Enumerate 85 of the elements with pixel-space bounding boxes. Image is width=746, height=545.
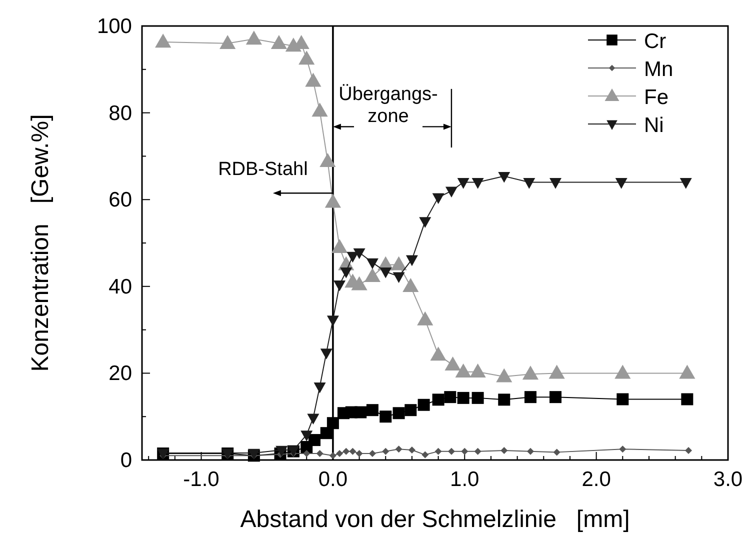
point: [404, 404, 417, 416]
y-tick-label: 60: [108, 188, 132, 212]
point: [276, 446, 288, 457]
point: [455, 364, 472, 378]
point: [312, 102, 328, 117]
point: [305, 72, 322, 87]
point: [616, 393, 629, 406]
point: [496, 368, 512, 382]
point: [366, 404, 378, 416]
point: [522, 366, 539, 380]
point: [390, 256, 407, 270]
legend-label: Cr: [644, 30, 666, 53]
x-tick-label: 0.0: [318, 468, 348, 491]
x-tick-label: 2.0: [582, 468, 611, 491]
point: [444, 391, 456, 404]
point: [418, 398, 430, 411]
point: [395, 446, 402, 453]
point: [553, 448, 560, 456]
point: [524, 391, 536, 404]
point: [155, 34, 172, 48]
point: [548, 364, 565, 379]
y-axis-title: Konzentration [Gew.%]: [27, 114, 54, 372]
point: [549, 391, 562, 404]
legend-label: Mn: [644, 58, 674, 81]
point: [417, 311, 434, 326]
point: [408, 446, 416, 454]
point: [434, 448, 442, 455]
point: [526, 448, 534, 455]
point: [681, 393, 694, 406]
point: [430, 346, 446, 361]
point: [326, 417, 339, 430]
point: [246, 30, 262, 45]
point: [351, 276, 368, 290]
point: [500, 446, 508, 454]
point: [356, 450, 363, 457]
point: [329, 452, 336, 460]
point: [402, 278, 419, 292]
point: [270, 34, 288, 49]
point: [220, 34, 236, 49]
y-tick-label: 80: [108, 102, 132, 125]
y-tick-label: 100: [96, 15, 132, 38]
annotation: Übergangs-zone: [338, 84, 438, 127]
annotation: RDB-Stahl: [218, 159, 308, 180]
point: [349, 448, 356, 455]
point: [316, 450, 324, 457]
point: [307, 414, 320, 424]
point: [324, 194, 341, 208]
y-tick-label: 0: [120, 449, 132, 472]
point: [300, 430, 313, 442]
point: [298, 50, 315, 65]
legend-label: Fe: [644, 86, 669, 109]
point: [432, 394, 444, 406]
point: [470, 364, 486, 378]
point: [308, 434, 321, 446]
point: [457, 392, 470, 404]
point: [619, 446, 626, 453]
point: [342, 448, 350, 455]
point: [368, 450, 376, 457]
point: [422, 451, 429, 458]
point: [380, 410, 392, 423]
point: [444, 356, 461, 371]
point: [684, 446, 692, 454]
point: [320, 427, 332, 440]
point: [320, 153, 336, 168]
point: [472, 392, 484, 404]
point: [474, 448, 482, 455]
legend-label: Ni: [644, 114, 664, 137]
point: [392, 407, 405, 420]
y-tick-label: 40: [108, 275, 132, 298]
y-tick-label: 20: [108, 362, 132, 386]
point: [448, 448, 455, 455]
point: [303, 450, 310, 457]
point: [314, 382, 326, 394]
point: [331, 238, 348, 253]
x-tick-label: 1.0: [450, 468, 480, 491]
point: [679, 364, 696, 379]
x-tick-label: -1.0: [183, 468, 220, 491]
point: [364, 268, 380, 282]
x-tick-label: 3.0: [713, 468, 743, 491]
point: [614, 364, 631, 379]
point: [382, 448, 390, 455]
point: [461, 448, 468, 455]
x-axis-title: Abstand von der Schmelzlinie [mm]: [240, 506, 630, 533]
point: [498, 394, 510, 406]
point: [336, 450, 344, 457]
